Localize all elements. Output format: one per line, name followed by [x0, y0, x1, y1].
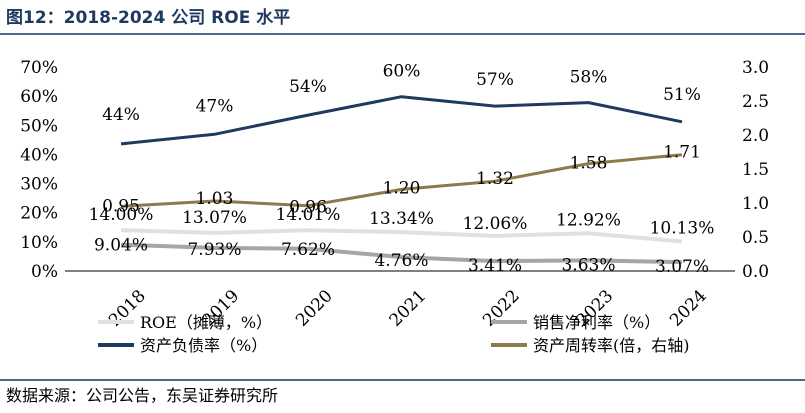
bottom-divider — [0, 379, 805, 381]
data-label: 57% — [476, 70, 514, 90]
data-label: 0.95 — [102, 196, 140, 216]
data-label: 13.34% — [369, 209, 434, 229]
legend-label: 销售净利率（%） — [533, 313, 660, 332]
data-label: 12.06% — [463, 214, 528, 234]
left-axis-tick-label: 50% — [20, 116, 58, 136]
source-note: 数据来源：公司公告，东吴证券研究所 — [6, 386, 279, 405]
right-axis-tick-label: 2.0 — [742, 126, 769, 146]
legend-label: 资产负债率（%） — [140, 336, 267, 355]
data-label: 3.41% — [468, 256, 522, 276]
right-axis-tick-label: 0.0 — [742, 262, 769, 282]
legend-label: ROE（摊薄，%） — [140, 313, 272, 332]
data-label: 47% — [196, 96, 234, 116]
data-label: 9.04% — [94, 236, 148, 256]
series-line — [120, 95, 683, 146]
left-axis-tick-label: 30% — [20, 175, 58, 195]
data-label: 58% — [570, 68, 608, 88]
series-line — [120, 153, 683, 208]
data-label: 60% — [383, 62, 421, 82]
right-axis-tick-label: 0.5 — [742, 228, 769, 248]
data-label: 14.00% — [89, 205, 154, 225]
data-label: 3.63% — [561, 255, 615, 275]
right-axis-tick-label: 2.5 — [742, 92, 769, 112]
series-line — [120, 228, 683, 244]
data-label: 1.03 — [196, 189, 234, 209]
left-axis-tick-label: 0% — [31, 262, 58, 282]
x-axis-tick-label: 2020 — [292, 286, 337, 331]
data-label: 14.01% — [276, 205, 341, 225]
data-label: 13.07% — [182, 208, 247, 228]
x-axis-tick-label: 2022 — [479, 286, 524, 331]
data-label: 10.13% — [650, 218, 715, 238]
data-label: 7.93% — [187, 240, 241, 260]
data-label: 1.58 — [570, 154, 608, 174]
data-label: 44% — [102, 105, 140, 125]
top-divider — [0, 33, 805, 35]
chart-title: 图12：2018-2024 公司 ROE 水平 — [6, 8, 291, 28]
left-axis-tick-label: 20% — [20, 204, 58, 224]
x-axis-tick-label: 2024 — [666, 286, 711, 331]
data-label: 1.71 — [663, 143, 701, 163]
right-axis-tick-label: 1.0 — [742, 194, 769, 214]
right-axis-tick-label: 3.0 — [742, 58, 769, 78]
legend-label: 资产周转率(倍，右轴) — [533, 336, 690, 355]
left-axis-tick-label: 60% — [20, 87, 58, 107]
data-label: 54% — [289, 77, 327, 97]
left-axis-tick-label: 40% — [20, 145, 58, 165]
data-label: 4.76% — [374, 251, 428, 271]
data-label: 7.62% — [281, 240, 335, 260]
left-axis-tick-label: 70% — [20, 58, 58, 78]
data-label: 51% — [663, 85, 701, 105]
chart: 0% 10% 20% 30% 40% 50% 60% 70% 0.0 0.5 1.0 1.5 2.0 2.… — [20, 58, 769, 355]
data-label: 12.92% — [556, 210, 621, 230]
right-axis-tick-label: 1.5 — [742, 160, 769, 180]
series-line — [120, 242, 683, 265]
left-axis-tick-label: 10% — [20, 233, 58, 253]
data-label: 1.32 — [476, 169, 514, 189]
data-label: 0.96 — [289, 198, 327, 218]
data-label: 3.07% — [655, 257, 709, 277]
x-axis-tick-label: 2021 — [386, 286, 431, 331]
data-label: 1.20 — [383, 178, 421, 198]
